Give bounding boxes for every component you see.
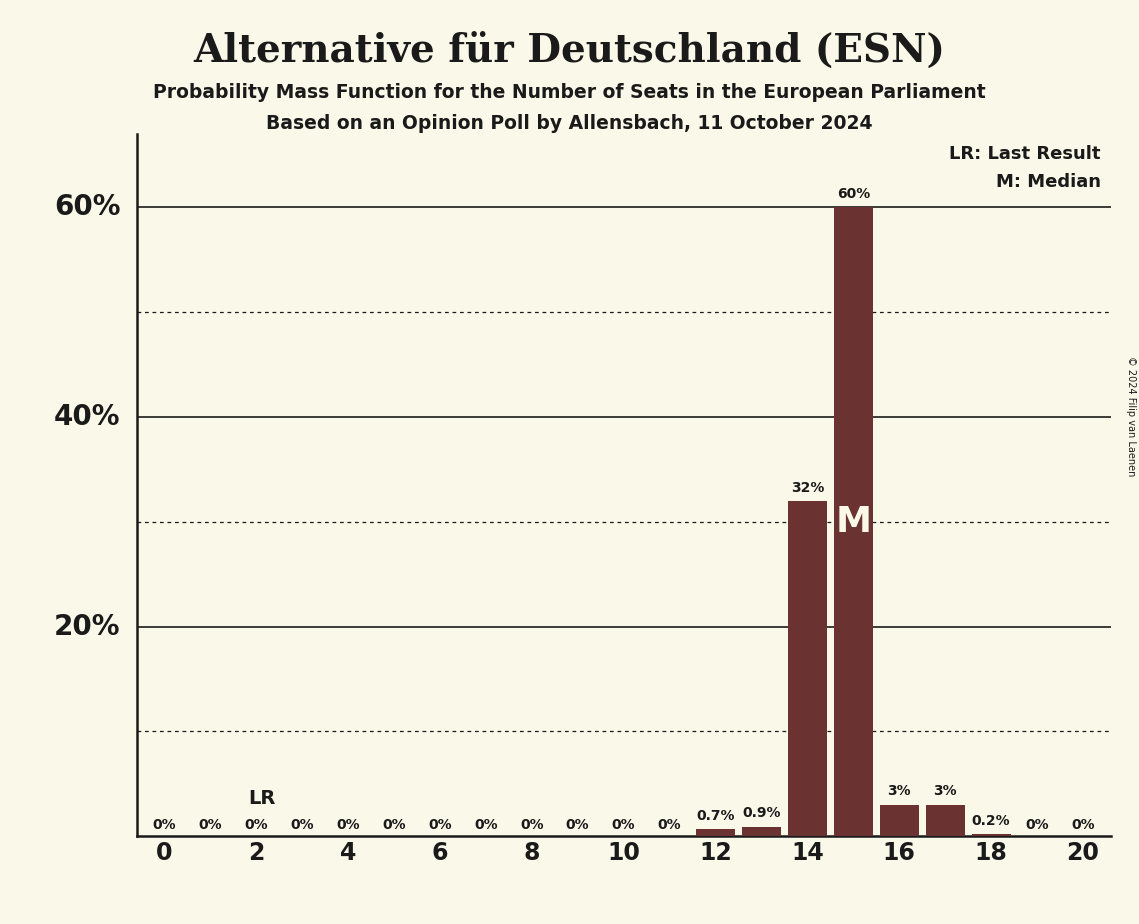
Bar — [972, 834, 1010, 836]
Bar — [741, 827, 781, 836]
Text: LR: Last Result: LR: Last Result — [949, 144, 1100, 163]
Text: 0%: 0% — [657, 818, 681, 832]
Text: © 2024 Filip van Laenen: © 2024 Filip van Laenen — [1126, 356, 1136, 476]
Text: 3%: 3% — [887, 784, 911, 798]
Bar — [788, 501, 827, 836]
Text: 60%: 60% — [837, 187, 870, 201]
Text: Probability Mass Function for the Number of Seats in the European Parliament: Probability Mass Function for the Number… — [153, 83, 986, 103]
Text: 0%: 0% — [474, 818, 498, 832]
Bar — [696, 829, 735, 836]
Text: M: Median: M: Median — [995, 173, 1100, 190]
Text: 20%: 20% — [54, 613, 121, 640]
Text: 40%: 40% — [54, 403, 121, 431]
Text: Alternative für Deutschland (ESN): Alternative für Deutschland (ESN) — [194, 32, 945, 70]
Bar — [879, 805, 919, 836]
Bar — [834, 207, 872, 836]
Text: 32%: 32% — [790, 480, 823, 494]
Text: 0.9%: 0.9% — [743, 807, 780, 821]
Text: 0%: 0% — [566, 818, 590, 832]
Text: M: M — [835, 505, 871, 539]
Text: 0%: 0% — [519, 818, 543, 832]
Text: 0%: 0% — [290, 818, 314, 832]
Bar — [926, 805, 965, 836]
Text: 0%: 0% — [382, 818, 405, 832]
Text: Based on an Opinion Poll by Allensbach, 11 October 2024: Based on an Opinion Poll by Allensbach, … — [267, 114, 872, 133]
Text: 0%: 0% — [1071, 818, 1095, 832]
Text: 0%: 0% — [1025, 818, 1049, 832]
Text: 0%: 0% — [612, 818, 636, 832]
Text: 0%: 0% — [153, 818, 177, 832]
Text: 0%: 0% — [336, 818, 360, 832]
Text: 0.2%: 0.2% — [972, 814, 1010, 828]
Text: 0.7%: 0.7% — [696, 808, 735, 822]
Text: 0%: 0% — [428, 818, 452, 832]
Text: 0%: 0% — [244, 818, 268, 832]
Text: LR: LR — [248, 789, 276, 808]
Text: 0%: 0% — [198, 818, 222, 832]
Text: 60%: 60% — [54, 193, 121, 222]
Text: 3%: 3% — [933, 784, 957, 798]
